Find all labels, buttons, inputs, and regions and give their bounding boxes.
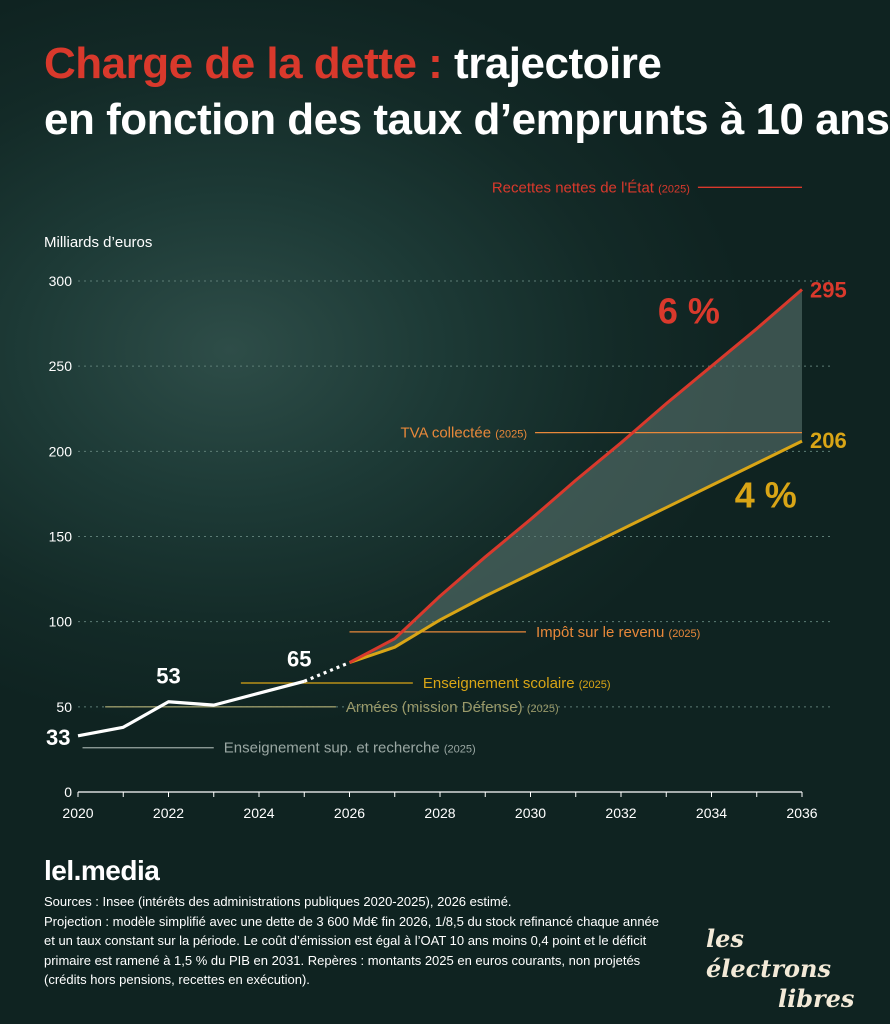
reference-year: (2025) bbox=[579, 679, 611, 691]
series-label: 4 % bbox=[735, 475, 797, 516]
series-line-history bbox=[77, 679, 305, 738]
value-label: 33 bbox=[46, 725, 70, 750]
value-label: 206 bbox=[810, 428, 847, 453]
series-label: 6 % bbox=[658, 291, 720, 332]
y-tick-label: 50 bbox=[56, 699, 72, 715]
x-tick-label: 2034 bbox=[696, 805, 727, 821]
reference-label: Armées (mission Défense) (2025) bbox=[346, 699, 559, 716]
reference-name: Armées (mission Défense) bbox=[346, 699, 527, 716]
reference-name: Enseignement sup. et recherche bbox=[224, 740, 444, 757]
reference-name: Impôt sur le revenu bbox=[536, 624, 669, 641]
y-tick-label: 200 bbox=[49, 443, 73, 459]
y-tick-label: 300 bbox=[49, 273, 73, 289]
projection-note: Projection : modèle simplifié avec une d… bbox=[44, 913, 660, 988]
value-label: 295 bbox=[810, 278, 847, 303]
x-tick-label: 2028 bbox=[424, 805, 455, 821]
sources-line: Sources : Insee (intérêts des administra… bbox=[44, 894, 512, 909]
y-tick-label: 150 bbox=[49, 529, 73, 545]
logo-line1: les électrons bbox=[706, 924, 831, 983]
x-tick-label: 2030 bbox=[515, 805, 546, 821]
series-line-6pct bbox=[348, 288, 803, 664]
logo-line2: libres bbox=[778, 984, 855, 1013]
chart-title: Charge de la dette : trajectoire en fonct… bbox=[44, 36, 890, 148]
reference-year: (2025) bbox=[495, 429, 527, 441]
title-accent: Charge de la dette : bbox=[44, 39, 443, 88]
x-tick-label: 2032 bbox=[605, 805, 636, 821]
reference-year: (2025) bbox=[669, 628, 701, 640]
value-label: 53 bbox=[156, 664, 180, 689]
y-tick-label: 100 bbox=[49, 614, 73, 630]
debt-charge-chart: 0 50 100 150 200 250 300 2020 2022 2024 2026 2028 20… bbox=[46, 179, 847, 821]
x-tick-label: 2026 bbox=[334, 805, 365, 821]
reference-label: TVA collectée (2025) bbox=[400, 425, 527, 442]
y-tick-label: 250 bbox=[49, 358, 73, 374]
reference-label: Enseignement sup. et recherche (2025) bbox=[224, 740, 476, 757]
electrons-libres-logo: les électrons libres bbox=[706, 924, 855, 1014]
x-tick-label: 2036 bbox=[786, 805, 817, 821]
sources-block: Sources : Insee (intérêts des administra… bbox=[44, 892, 664, 990]
reference-name: Recettes nettes de l'État bbox=[492, 179, 658, 196]
value-label: 65 bbox=[287, 646, 311, 671]
reference-name: TVA collectée bbox=[400, 425, 495, 442]
reference-year: (2025) bbox=[444, 744, 476, 756]
reference-label: Enseignement scolaire (2025) bbox=[423, 675, 611, 692]
x-tick-label: 2024 bbox=[243, 805, 274, 821]
x-tick-label: 2020 bbox=[62, 805, 93, 821]
title-rest: trajectoire bbox=[454, 39, 662, 88]
reference-year: (2025) bbox=[658, 183, 690, 195]
reference-name: Enseignement scolaire bbox=[423, 675, 579, 692]
series-line-4pct bbox=[349, 439, 803, 664]
y-tick-label: 0 bbox=[64, 784, 72, 800]
title-line2: en fonction des taux d’emprunts à 10 ans bbox=[44, 95, 890, 144]
reference-year: (2025) bbox=[527, 703, 559, 715]
reference-label: Recettes nettes de l'État (2025) bbox=[492, 179, 690, 196]
x-tick-label: 2022 bbox=[153, 805, 184, 821]
spread-band bbox=[349, 289, 802, 663]
brand-name: lel.media bbox=[44, 855, 160, 886]
series-line-estimate bbox=[303, 661, 351, 683]
reference-label: Impôt sur le revenu (2025) bbox=[536, 624, 700, 641]
y-axis-label: Milliards d’euros bbox=[44, 234, 153, 251]
